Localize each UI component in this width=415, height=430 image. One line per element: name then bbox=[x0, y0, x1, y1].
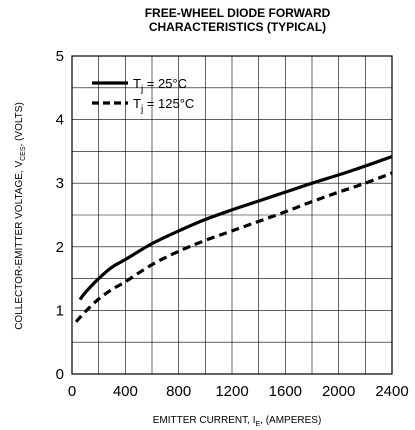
y-axis-label-sub: CES bbox=[20, 146, 27, 161]
series-line-2 bbox=[74, 171, 393, 323]
x-axis-label-tail: , (AMPERES) bbox=[260, 415, 321, 426]
x-tick-label: 2400 bbox=[375, 383, 408, 400]
chart-title-line1: FREE-WHEEL DIODE FORWARD bbox=[144, 6, 331, 20]
legend: Tj = 25°CTj = 125°C bbox=[92, 76, 194, 115]
series-layer bbox=[74, 154, 393, 323]
x-tick-label: 400 bbox=[113, 383, 138, 400]
legend-label-1: Tj = 25°C bbox=[133, 76, 187, 95]
legend-label-tail: = 25°C bbox=[143, 76, 187, 91]
y-tick-label: 5 bbox=[56, 48, 64, 65]
x-tick-label: 1600 bbox=[269, 383, 302, 400]
tick-labels: 0 400 800 1200 1600 2000 2400 0 1 2 3 4 5 bbox=[56, 48, 409, 400]
y-tick-label: 0 bbox=[56, 366, 64, 383]
legend-label-main: T bbox=[133, 76, 141, 91]
x-axis-label-sub: E bbox=[255, 421, 260, 428]
x-axis-label-main: EMITTER CURRENT, I bbox=[153, 415, 256, 426]
chart-title: FREE-WHEEL DIODE FORWARD CHARACTERISTICS… bbox=[70, 6, 405, 34]
x-axis-label: EMITTER CURRENT, IE, (AMPERES) bbox=[153, 415, 322, 428]
y-axis-label: COLLECTOR-EMITTER VOLTAGE, VCES, (VOLTS) bbox=[14, 102, 27, 330]
y-tick-label: 4 bbox=[56, 112, 64, 129]
y-axis-label-tail: , (VOLTS) bbox=[14, 102, 25, 146]
legend-label-sub: j bbox=[140, 84, 143, 95]
chart-title-line2: CHARACTERISTICS (TYPICAL) bbox=[148, 20, 327, 34]
y-tick-label: 1 bbox=[56, 302, 64, 319]
legend-label-main: T bbox=[133, 96, 141, 111]
legend-label-tail: = 125°C bbox=[143, 96, 194, 111]
plot-frame bbox=[71, 55, 393, 375]
grid bbox=[72, 56, 392, 374]
y-tick-label: 3 bbox=[56, 175, 64, 192]
x-tick-label: 0 bbox=[68, 383, 76, 400]
y-axis-label-main: COLLECTOR-EMITTER VOLTAGE, V bbox=[14, 161, 25, 330]
series-line-1 bbox=[78, 154, 393, 301]
x-tick-label: 1200 bbox=[215, 383, 248, 400]
y-tick-label: 2 bbox=[56, 239, 64, 256]
legend-label-2: Tj = 125°C bbox=[133, 96, 194, 115]
plot-border bbox=[71, 55, 393, 375]
x-tick-label: 800 bbox=[166, 383, 191, 400]
x-tick-label: 2000 bbox=[322, 383, 355, 400]
legend-label-sub: j bbox=[140, 104, 143, 115]
